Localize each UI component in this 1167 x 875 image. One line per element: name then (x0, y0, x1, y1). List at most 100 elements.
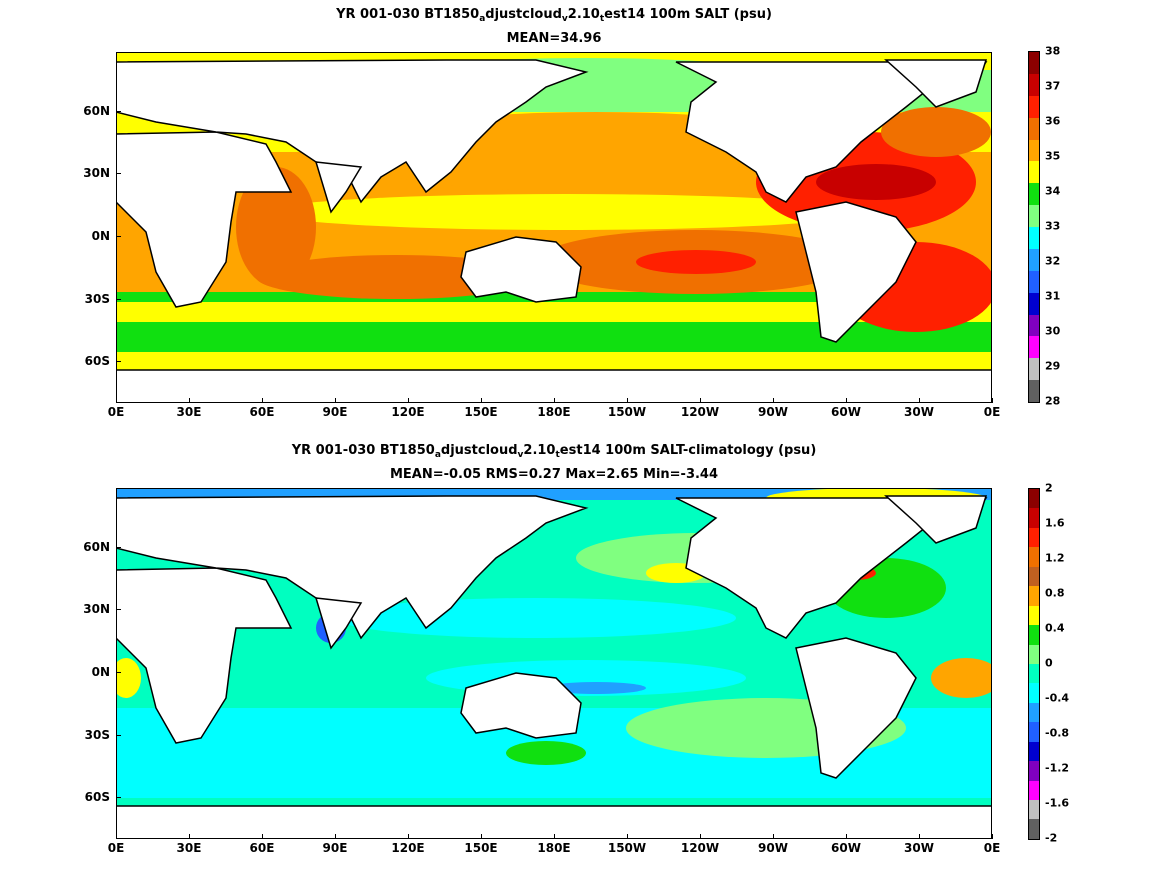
colorbar-swatch (1029, 161, 1039, 184)
x-tick-mark (262, 398, 263, 403)
colorbar-label: 2 (1045, 481, 1053, 495)
x-tick-label: 60E (249, 841, 275, 855)
x-tick-label: 0E (107, 405, 125, 419)
x-tick-mark (919, 834, 920, 839)
x-tick-label: 60E (249, 405, 275, 419)
x-tick-mark (408, 834, 409, 839)
panel2-subtitle: MEAN=-0.05 RMS=0.27 Max=2.65 Min=-3.44 (389, 467, 719, 482)
x-tick-mark (773, 834, 774, 839)
colorbar-label: 32 (1045, 254, 1061, 268)
colorbar-anomaly (1028, 488, 1040, 840)
x-tick-mark (262, 834, 263, 839)
colorbar-swatch (1029, 663, 1039, 684)
colorbar-label: 1.2 (1045, 551, 1065, 565)
colorbar-label: 0.8 (1045, 586, 1065, 600)
x-tick-mark (846, 398, 847, 403)
colorbar-label: 34 (1045, 184, 1061, 198)
x-tick-mark (773, 398, 774, 403)
colorbar-swatch (1029, 248, 1039, 271)
x-tick-mark (481, 398, 482, 403)
x-tick-mark (189, 834, 190, 839)
colorbar-swatch (1029, 566, 1039, 587)
colorbar-label: 1.6 (1045, 516, 1065, 530)
y-tick-label: 30S (84, 727, 110, 742)
colorbar-swatch (1029, 489, 1039, 509)
x-tick-label: 120E (391, 841, 425, 855)
x-tick-mark (554, 398, 555, 403)
panel2-title: YR 001-030 BT1850adjustcloudv2.10test14 … (291, 443, 817, 460)
x-tick-mark (116, 398, 117, 403)
colorbar-label: 38 (1045, 44, 1061, 58)
colorbar-label: 30 (1045, 324, 1061, 338)
colorbar-label: 29 (1045, 359, 1061, 373)
colorbar-swatch (1029, 625, 1039, 645)
colorbar-swatch (1029, 380, 1039, 402)
x-tick-label: 60W (831, 841, 861, 855)
y-tick-label: 0N (91, 228, 110, 243)
y-tick-mark (116, 609, 121, 611)
x-tick-label: 30W (904, 405, 934, 419)
colorbar-swatch (1029, 227, 1039, 249)
colorbar-swatch (1029, 52, 1039, 74)
x-tick-mark (554, 834, 555, 839)
salinity-field (116, 52, 992, 403)
x-tick-label: 150E (464, 841, 498, 855)
colorbar-label: -0.4 (1045, 691, 1070, 705)
x-tick-label: 90W (758, 841, 788, 855)
colorbar-swatch (1029, 117, 1039, 140)
x-tick-mark (335, 834, 336, 839)
colorbar-swatch (1029, 139, 1039, 162)
y-tick-label: 30N (83, 602, 110, 617)
x-tick-mark (335, 398, 336, 403)
colorbar-label: 35 (1045, 149, 1061, 163)
x-tick-mark (700, 398, 701, 403)
colorbar-swatch (1029, 73, 1039, 96)
x-tick-mark (408, 398, 409, 403)
colorbar-swatch (1029, 722, 1039, 742)
colorbar-swatch (1029, 586, 1039, 606)
colorbar-swatch (1029, 336, 1039, 359)
colorbar-label: 0.4 (1045, 621, 1065, 635)
colorbar-label: 37 (1045, 79, 1061, 93)
x-tick-label: 0E (983, 841, 1001, 855)
colorbar-swatch (1029, 270, 1039, 293)
colorbar-swatch (1029, 314, 1039, 337)
y-tick-label: 60S (84, 354, 110, 369)
y-tick-label: 60S (84, 790, 110, 805)
colorbar-swatch (1029, 183, 1039, 206)
x-tick-mark (846, 834, 847, 839)
colorbar-label: 33 (1045, 219, 1061, 233)
anomaly-field (116, 488, 992, 839)
colorbar-swatch (1029, 761, 1039, 781)
x-tick-mark (627, 834, 628, 839)
colorbar-swatch (1029, 527, 1039, 548)
x-tick-label: 0E (107, 841, 125, 855)
x-tick-mark (919, 398, 920, 403)
y-tick-mark (116, 110, 121, 112)
x-tick-label: 120W (680, 405, 720, 419)
x-tick-mark (116, 834, 117, 839)
colorbar-label: -1.6 (1045, 796, 1070, 810)
x-tick-mark (992, 398, 993, 403)
x-tick-label: 30E (176, 841, 202, 855)
x-tick-label: 30W (904, 841, 934, 855)
y-tick-mark (116, 546, 121, 548)
colorbar-label: -0.8 (1045, 726, 1070, 740)
colorbar-swatch (1029, 95, 1039, 118)
x-tick-label: 180E (537, 841, 571, 855)
colorbar-swatch (1029, 819, 1039, 839)
colorbar-swatch (1029, 605, 1039, 626)
x-tick-mark (481, 834, 482, 839)
colorbar-label: 0 (1045, 656, 1053, 670)
x-tick-label: 120W (680, 841, 720, 855)
colorbar-swatch (1029, 205, 1039, 227)
colorbar-label: 36 (1045, 114, 1061, 128)
colorbar-swatch (1029, 358, 1039, 381)
colorbar-swatch (1029, 780, 1039, 800)
x-tick-label: 0E (983, 405, 1001, 419)
y-tick-mark (116, 734, 121, 736)
y-tick-label: 30S (84, 291, 110, 306)
x-tick-mark (627, 398, 628, 403)
colorbar-label: -2 (1045, 831, 1058, 845)
x-tick-label: 90E (322, 405, 348, 419)
